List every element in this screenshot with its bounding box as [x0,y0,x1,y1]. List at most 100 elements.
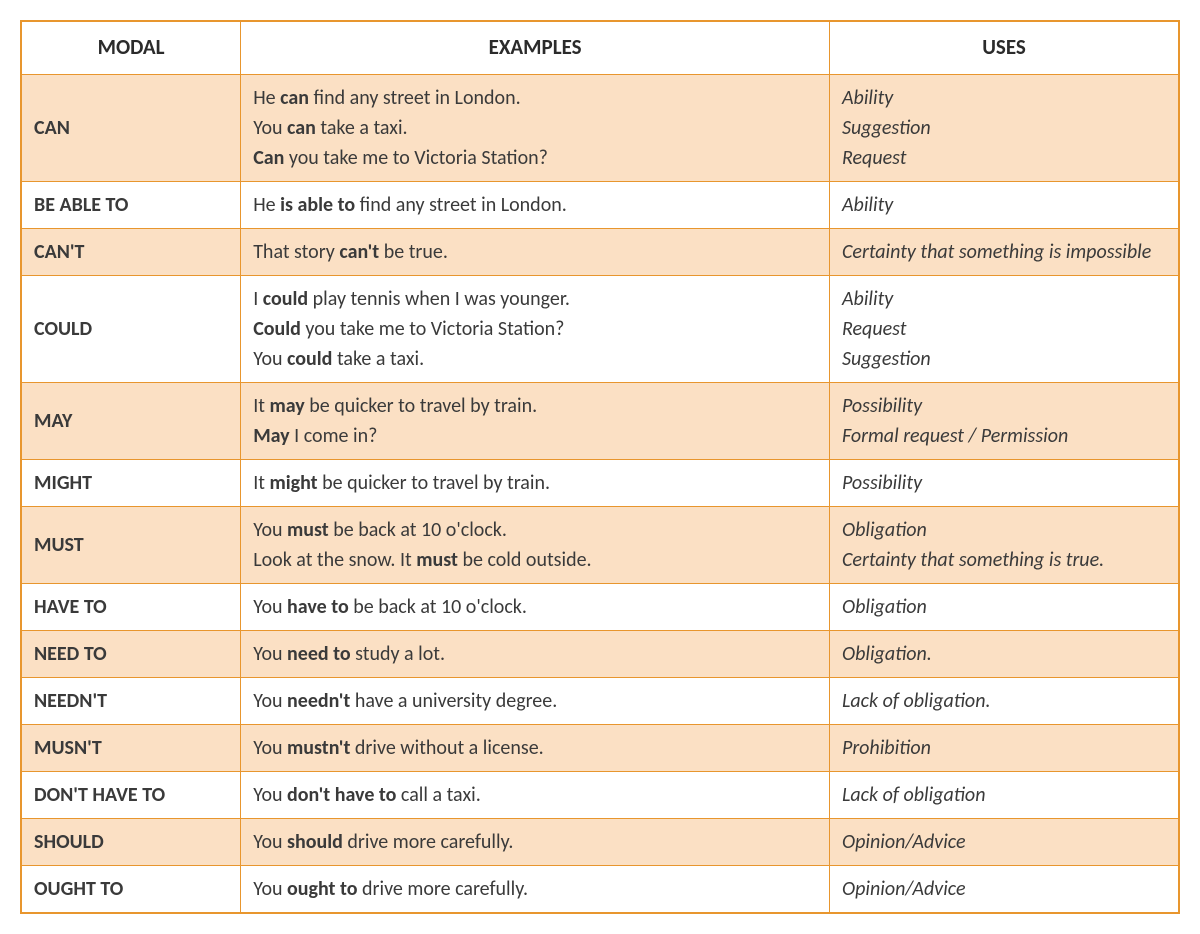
table-header-row: MODAL EXAMPLES USES [21,21,1179,74]
modal-cell: NEEDN'T [21,677,241,724]
modal-cell: DON'T HAVE TO [21,771,241,818]
uses-cell: Lack of obligation. [829,677,1179,724]
table-row: OUGHT TO You ought to drive more carefull… [21,865,1179,913]
header-uses: USES [829,21,1179,74]
example-line: You should drive more carefully. [253,827,817,857]
examples-cell: That story can't be true. [241,228,830,275]
use-line: Opinion/Advice [842,874,1166,904]
table-row: HAVE TO You have to be back at 10 o'clock… [21,583,1179,630]
modal-cell: MUSN'T [21,724,241,771]
use-line: Formal request / Permission [842,421,1166,451]
example-line: It may be quicker to travel by train. [253,391,817,421]
example-line: He is able to find any street in London. [253,190,817,220]
use-line: Possibility [842,468,1166,498]
example-line: It might be quicker to travel by train. [253,468,817,498]
example-line: You can take a taxi. [253,113,817,143]
use-line: Suggestion [842,113,1166,143]
use-line: Possibility [842,391,1166,421]
modal-cell: MIGHT [21,459,241,506]
table-row: MUSTYou must be back at 10 o'clock.Look … [21,506,1179,583]
modal-cell: CAN'T [21,228,241,275]
table-row: NEED TOYou need to study a lot.Obligatio… [21,630,1179,677]
uses-cell: Opinion/Advice [829,865,1179,913]
examples-cell: It may be quicker to travel by train.May… [241,382,830,459]
modal-cell: MUST [21,506,241,583]
use-line: Certainty that something is true. [842,545,1166,575]
examples-cell: I could play tennis when I was younger.C… [241,275,830,382]
table-row: SHOULD You should drive more carefully. Op… [21,818,1179,865]
table-row: COULDI could play tennis when I was youn… [21,275,1179,382]
example-line: You must be back at 10 o'clock. [253,515,817,545]
examples-cell: You needn't have a university degree. [241,677,830,724]
use-line: Ability [842,190,1166,220]
example-line: You ought to drive more carefully. [253,874,817,904]
examples-cell: You don't have to call a taxi. [241,771,830,818]
uses-cell: Lack of obligation [829,771,1179,818]
header-modal: MODAL [21,21,241,74]
use-line: Obligation. [842,639,1166,669]
uses-cell: AbilityRequestSuggestion [829,275,1179,382]
examples-cell: You should drive more carefully. [241,818,830,865]
modal-cell: COULD [21,275,241,382]
table-row: BE ABLE TO He is able to find any street … [21,181,1179,228]
example-line: That story can't be true. [253,237,817,267]
uses-cell: ObligationCertainty that something is tr… [829,506,1179,583]
example-line: You mustn't drive without a license. [253,733,817,763]
uses-cell: Prohibition [829,724,1179,771]
use-line: Obligation [842,515,1166,545]
use-line: Ability [842,83,1166,113]
examples-cell: You ought to drive more carefully. [241,865,830,913]
modal-verbs-table: MODAL EXAMPLES USES CANHe can find any s… [20,20,1180,914]
modal-cell: BE ABLE TO [21,181,241,228]
uses-cell: Obligation [829,583,1179,630]
use-line: Ability [842,284,1166,314]
uses-cell: Obligation. [829,630,1179,677]
use-line: Opinion/Advice [842,827,1166,857]
examples-cell: You must be back at 10 o'clock.Look at t… [241,506,830,583]
modal-cell: HAVE TO [21,583,241,630]
table-row: CANHe can find any street in London.You … [21,74,1179,181]
use-line: Request [842,314,1166,344]
uses-cell: Certainty that something is impossible [829,228,1179,275]
example-line: Could you take me to Victoria Station? [253,314,817,344]
examples-cell: It might be quicker to travel by train. [241,459,830,506]
table-row: MUSN'T You mustn't drive without a licens… [21,724,1179,771]
example-line: He can find any street in London. [253,83,817,113]
modal-cell: OUGHT TO [21,865,241,913]
use-line: Prohibition [842,733,1166,763]
uses-cell: Possibility [829,459,1179,506]
example-line: May I come in? [253,421,817,451]
example-line: I could play tennis when I was younger. [253,284,817,314]
table-row: DON'T HAVE TO You don't have to call a ta… [21,771,1179,818]
modal-cell: SHOULD [21,818,241,865]
examples-cell: He can find any street in London.You can… [241,74,830,181]
table-row: MIGHT It might be quicker to travel by tr… [21,459,1179,506]
uses-cell: Ability [829,181,1179,228]
modal-cell: CAN [21,74,241,181]
use-line: Lack of obligation [842,780,1166,810]
use-line: Certainty that something is impossible [842,237,1166,267]
example-line: You don't have to call a taxi. [253,780,817,810]
use-line: Suggestion [842,344,1166,374]
use-line: Obligation [842,592,1166,622]
example-line: Look at the snow. It must be cold outsid… [253,545,817,575]
examples-cell: You need to study a lot. [241,630,830,677]
table-body: CANHe can find any street in London.You … [21,74,1179,913]
example-line: You could take a taxi. [253,344,817,374]
examples-cell: You have to be back at 10 o'clock. [241,583,830,630]
uses-cell: PossibilityFormal request / Permission [829,382,1179,459]
table-row: CAN'T That story can't be true. Certainty … [21,228,1179,275]
modal-cell: MAY [21,382,241,459]
examples-cell: You mustn't drive without a license. [241,724,830,771]
example-line: Can you take me to Victoria Station? [253,143,817,173]
examples-cell: He is able to find any street in London. [241,181,830,228]
example-line: You needn't have a university degree. [253,686,817,716]
header-examples: EXAMPLES [241,21,830,74]
example-line: You have to be back at 10 o'clock. [253,592,817,622]
example-line: You need to study a lot. [253,639,817,669]
uses-cell: AbilitySuggestionRequest [829,74,1179,181]
use-line: Lack of obligation. [842,686,1166,716]
uses-cell: Opinion/Advice [829,818,1179,865]
table-row: MAYIt may be quicker to travel by train.… [21,382,1179,459]
table-row: NEEDN'T You needn't have a university deg… [21,677,1179,724]
